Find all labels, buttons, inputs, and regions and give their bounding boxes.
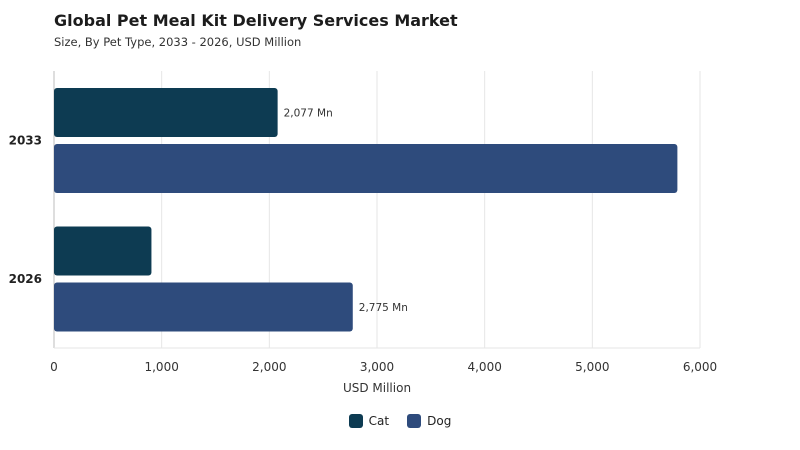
x-tick-label: 5,000 xyxy=(575,360,609,374)
chart-title: Global Pet Meal Kit Delivery Services Ma… xyxy=(54,11,458,30)
bar-dog-2026 xyxy=(54,282,353,332)
chart-subtitle: Size, By Pet Type, 2033 - 2026, USD Mill… xyxy=(54,35,302,49)
legend-swatch-cat xyxy=(348,414,363,428)
x-tick-label: 3,000 xyxy=(360,360,394,374)
x-tick-label: 1,000 xyxy=(144,360,178,374)
y-category-label: 2033 xyxy=(9,134,42,148)
legend-item-dog[interactable]: Dog xyxy=(407,414,451,428)
x-tick-label: 6,000 xyxy=(683,360,717,374)
bar-dog-2033 xyxy=(54,144,678,193)
legend-label-dog: Dog xyxy=(427,414,452,428)
legend-item-cat[interactable]: Cat xyxy=(348,414,390,428)
x-tick-label: 2,000 xyxy=(252,360,286,374)
legend-label-cat: Cat xyxy=(368,414,390,428)
bar-cat-2026 xyxy=(54,226,152,276)
x-axis-label: USD Million xyxy=(343,381,411,395)
bar-cat-2033 xyxy=(54,88,278,137)
data-label: 2,077 Mn xyxy=(284,108,333,120)
y-category-label: 2026 xyxy=(9,272,42,286)
x-tick-label: 0 xyxy=(50,360,58,374)
legend: Cat Dog xyxy=(0,414,800,428)
legend-swatch-dog xyxy=(407,414,422,428)
x-tick-label: 4,000 xyxy=(467,360,501,374)
data-label: 2,775 Mn xyxy=(359,302,408,314)
